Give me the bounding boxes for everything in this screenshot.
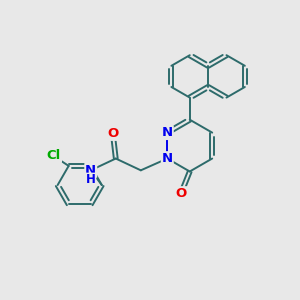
Text: O: O — [107, 127, 118, 140]
Text: Cl: Cl — [47, 149, 61, 162]
Text: N: N — [162, 152, 173, 165]
Text: H: H — [86, 173, 96, 186]
Text: N: N — [162, 126, 173, 139]
Text: N: N — [85, 164, 96, 177]
Text: O: O — [175, 187, 187, 200]
